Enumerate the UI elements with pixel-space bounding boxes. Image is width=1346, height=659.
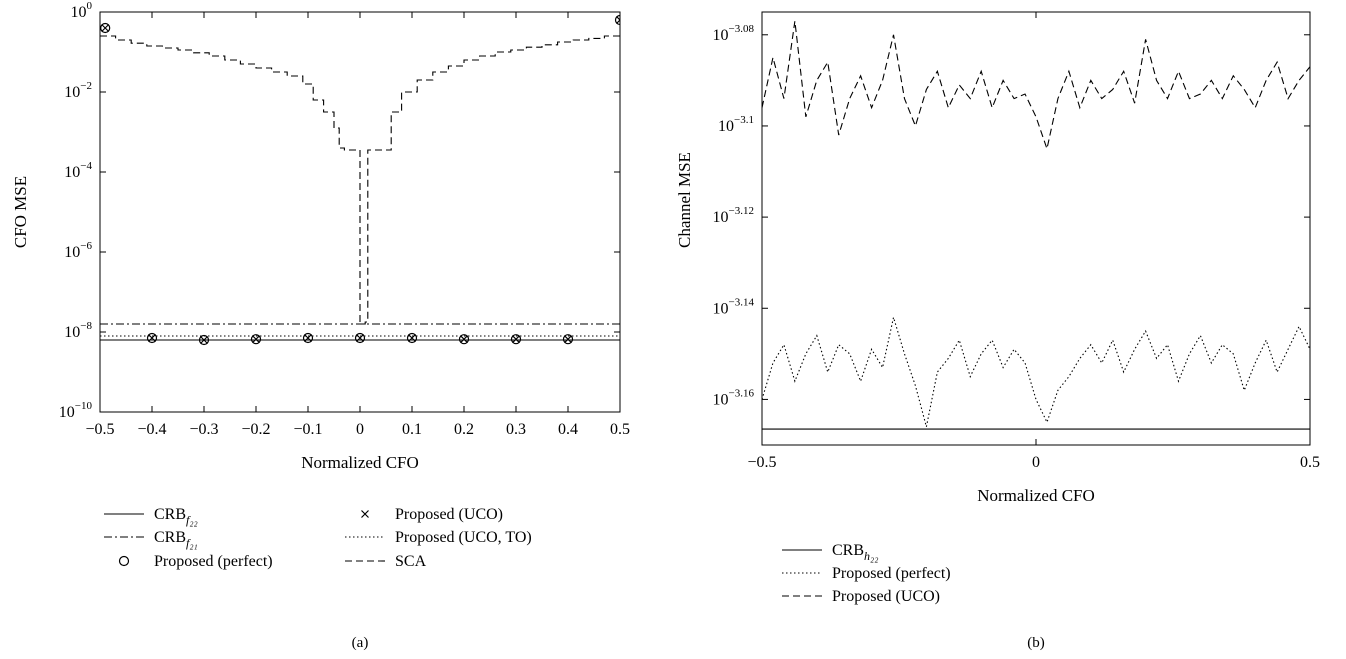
marker-cross <box>200 336 208 344</box>
x-tick-label: −0.4 <box>137 421 166 438</box>
marker-circle <box>562 334 574 345</box>
x-tick-label: 0.2 <box>454 421 474 438</box>
marker-circle <box>406 332 418 344</box>
marker-circle <box>458 334 470 345</box>
plot-area-b <box>761 11 1311 446</box>
series-group-b <box>762 21 1310 430</box>
x-tick-label: −0.2 <box>241 421 270 438</box>
marker-circle <box>510 334 522 345</box>
marker-cross <box>512 335 520 344</box>
xlabel-a: Normalized CFO <box>301 453 419 472</box>
legend-label: CRBh₂₂ <box>832 542 878 563</box>
x-tick-label: −0.3 <box>189 421 218 438</box>
ticks-a: −0.5 −0.4 −0.3 −0.2 −0.1 0 0.1 0.2 0.3 0.4 0.5 100 1… <box>59 0 630 438</box>
marker-cross <box>252 335 260 344</box>
panel-a: −0.5 −0.4 −0.3 −0.2 −0.1 0 0.1 0.2 0.3 0.4 0.5 100 1… <box>11 0 630 651</box>
caption-b: (b) <box>1027 635 1045 651</box>
x-tick-label: 0.1 <box>402 421 422 438</box>
x-tick-label: 0.3 <box>506 421 526 438</box>
y-tick-label: 10−6 <box>64 240 92 261</box>
marker-cross <box>304 334 312 342</box>
y-tick-label: 10−4 <box>64 160 92 181</box>
marker-circle <box>100 22 111 34</box>
y-tick-label: 10−3.16 <box>713 387 755 408</box>
legend-label: Proposed (perfect) <box>832 565 951 582</box>
ticks-b: −0.5 0 0.5 10−3.08 10−3.1 10−3.12 10−3.14 10−3.… <box>713 12 1320 471</box>
y-tick-label: 10−3.08 <box>713 23 755 44</box>
series-line <box>100 34 620 325</box>
x-tick-label: 0.4 <box>558 421 578 438</box>
ylabel-b: Channel MSE <box>675 152 694 248</box>
legend-label: Proposed (perfect) <box>154 553 273 570</box>
series-line <box>762 21 1310 151</box>
caption-a: (a) <box>352 635 369 651</box>
y-tick-label: 10−2 <box>64 80 92 101</box>
series-group-a <box>100 14 620 346</box>
y-tick-label: 10−10 <box>59 400 93 421</box>
x-tick-label: 0.5 <box>610 421 630 438</box>
y-tick-label: 10−3.14 <box>713 296 755 317</box>
legend-label: Proposed (UCO) <box>832 588 940 605</box>
legend-label: Proposed (UCO, TO) <box>395 529 532 546</box>
legend-marker <box>118 555 130 567</box>
x-tick-label: −0.5 <box>747 454 776 471</box>
marker-circle <box>250 334 262 345</box>
x-tick-label: −0.1 <box>293 421 322 438</box>
marker-circle <box>302 332 314 344</box>
marker-cross <box>356 334 364 342</box>
x-tick-label: 0 <box>356 421 364 438</box>
y-tick-label: 100 <box>71 0 93 21</box>
legend-label: SCA <box>395 553 427 570</box>
y-tick-label: 10−3.1 <box>718 114 754 135</box>
panel-b: −0.5 0 0.5 10−3.08 10−3.1 10−3.12 10−3.14 10−3.… <box>675 11 1320 651</box>
legend-label: CRBf₂₁ <box>154 529 198 550</box>
y-tick-label: 10−3.12 <box>713 205 754 226</box>
marker-cross <box>616 16 620 24</box>
marker-cross <box>101 24 110 32</box>
legend-label: CRBf₂₂ <box>154 506 198 527</box>
marker-circle <box>146 332 158 344</box>
legend-label: Proposed (UCO) <box>395 506 503 523</box>
marker-cross <box>564 335 572 344</box>
marker-cross <box>148 334 156 342</box>
marker-circle <box>354 332 366 344</box>
x-tick-label: 0 <box>1032 454 1040 471</box>
marker-cross <box>460 335 468 344</box>
xlabel-b: Normalized CFO <box>977 486 1095 505</box>
legend-b: CRBh₂₂ Proposed (perfect) Proposed (UCO) <box>782 542 951 605</box>
y-tick-label: 10−8 <box>64 320 92 341</box>
ylabel-a: CFO MSE <box>11 176 30 248</box>
marker-circle <box>614 14 620 26</box>
x-tick-label: 0.5 <box>1300 454 1320 471</box>
x-tick-label: −0.5 <box>85 421 114 438</box>
series-line <box>762 315 1310 427</box>
marker-cross <box>408 334 416 342</box>
legend-marker <box>361 510 369 518</box>
